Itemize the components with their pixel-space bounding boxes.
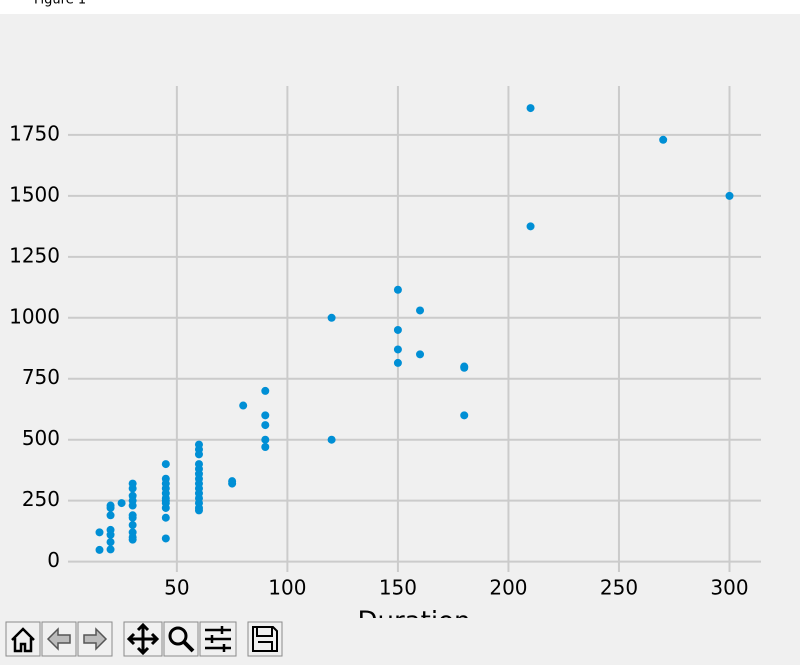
point	[128, 535, 137, 544]
point	[261, 435, 270, 444]
point	[327, 435, 336, 444]
point	[128, 513, 137, 522]
y-tick-label: 250	[22, 487, 60, 511]
point	[393, 345, 402, 354]
y-tick-label: 500	[22, 426, 60, 450]
save-button[interactable]	[247, 621, 283, 657]
point	[228, 479, 237, 488]
point	[106, 545, 115, 554]
point	[725, 191, 734, 200]
x-tick-label: 250	[600, 576, 638, 600]
point	[460, 363, 469, 372]
point	[161, 513, 170, 522]
x-tick-label: 50	[164, 576, 189, 600]
x-tick-label: 300	[710, 576, 748, 600]
point	[106, 511, 115, 520]
y-tick-label: 1000	[9, 304, 60, 328]
point	[659, 135, 668, 144]
point	[161, 503, 170, 512]
toolbar-bg	[0, 618, 800, 665]
point	[239, 401, 248, 410]
point	[526, 222, 535, 231]
point	[128, 521, 137, 530]
point	[95, 528, 104, 537]
point	[161, 460, 170, 469]
point	[106, 530, 115, 539]
x-tick-label: 150	[379, 576, 417, 600]
point	[261, 411, 270, 420]
y-tick-label: 0	[47, 548, 60, 572]
point	[128, 484, 137, 493]
point	[416, 306, 425, 315]
point	[194, 506, 203, 515]
point	[161, 534, 170, 543]
home-button[interactable]	[5, 621, 41, 657]
point	[393, 285, 402, 294]
point	[128, 501, 137, 510]
x-tick-label: 200	[489, 576, 527, 600]
point	[393, 325, 402, 334]
point	[194, 450, 203, 459]
point	[106, 503, 115, 512]
point	[95, 545, 104, 554]
point	[327, 313, 336, 322]
point	[460, 411, 469, 420]
configure-button[interactable]	[199, 621, 237, 657]
y-tick-label: 1750	[9, 121, 60, 145]
point	[393, 358, 402, 367]
point	[261, 386, 270, 395]
plot: 0 250 500 750 1000 1250 1500 1750 50 100 150 200 250…	[9, 86, 761, 600]
back-button[interactable]	[41, 621, 77, 657]
point	[117, 499, 126, 508]
window-title: Figure 1	[34, 0, 86, 8]
point	[261, 421, 270, 430]
point	[261, 443, 270, 452]
x-tick-label: 100	[268, 576, 306, 600]
point	[526, 104, 535, 113]
toolbar	[0, 618, 800, 665]
point	[106, 538, 115, 547]
pan-button[interactable]	[123, 621, 163, 657]
y-tick-label: 1250	[9, 243, 60, 267]
title-bar	[0, 0, 800, 14]
y-tick-label: 1500	[9, 182, 60, 206]
y-tick-label: 750	[22, 365, 60, 389]
forward-button[interactable]	[77, 621, 113, 657]
zoom-button[interactable]	[163, 621, 199, 657]
point	[416, 350, 425, 359]
